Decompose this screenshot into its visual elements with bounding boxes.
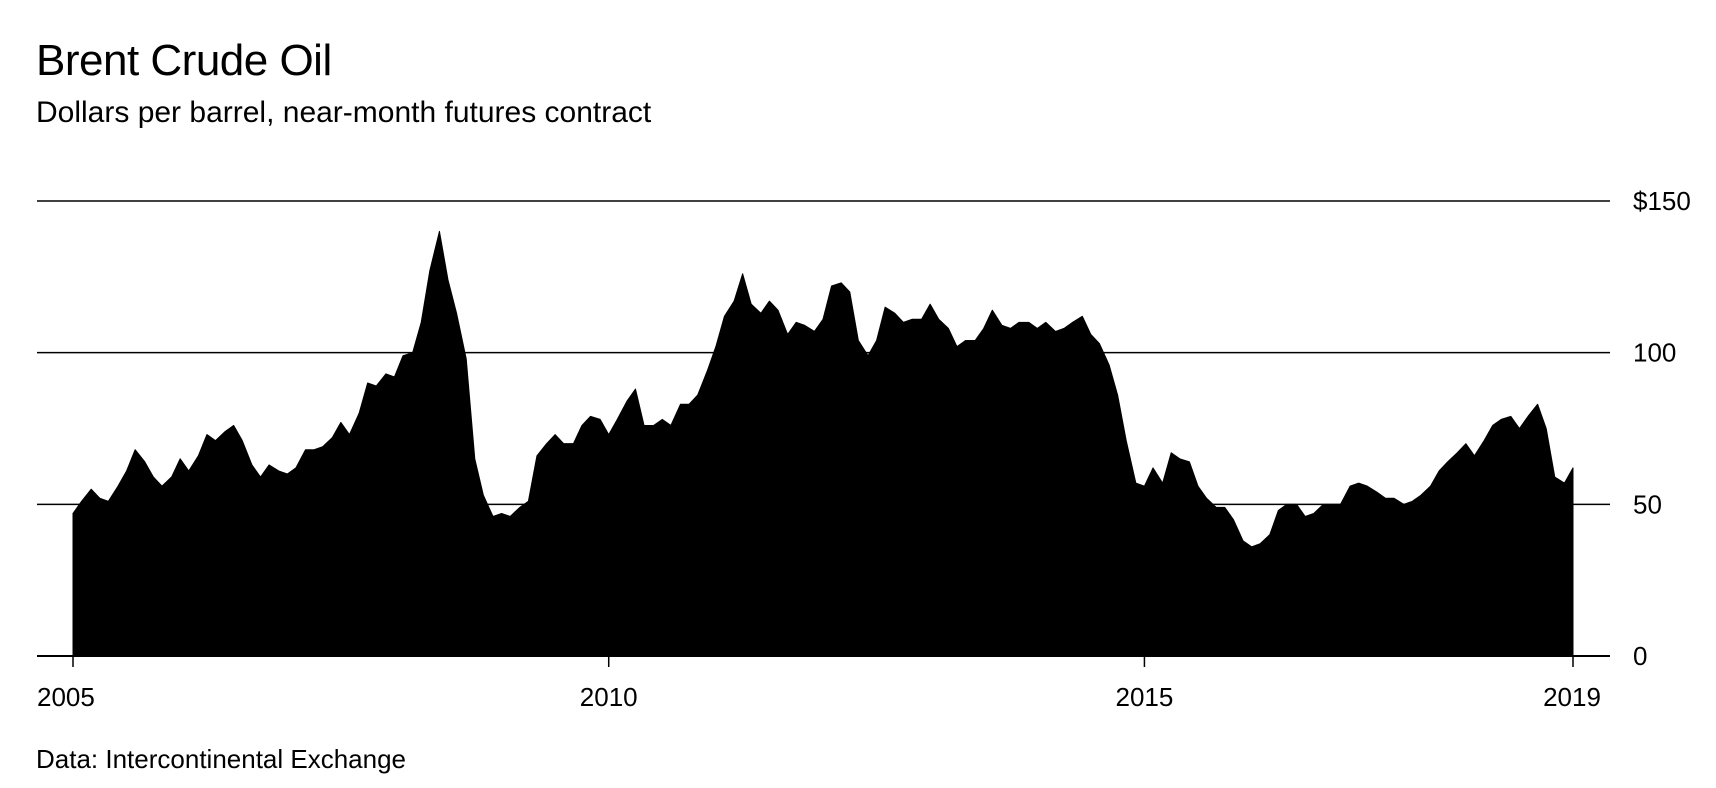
- y-tick-label: $150: [1633, 186, 1691, 216]
- x-tick-label: 2005: [37, 682, 95, 712]
- x-tick-label: 2015: [1116, 682, 1174, 712]
- chart-title: Brent Crude Oil: [36, 36, 332, 85]
- chart-subtitle: Dollars per barrel, near-month futures c…: [36, 96, 652, 129]
- y-tick-label: 50: [1633, 489, 1662, 519]
- area-layer: [72, 230, 1574, 657]
- axis-layer: 0 50 100 $150 2005 2010 2015 2019: [37, 186, 1691, 712]
- x-tick-label: 2019: [1543, 682, 1601, 712]
- data-source-note: Data: Intercontinental Exchange: [36, 744, 407, 774]
- area-series-0: [72, 230, 1574, 657]
- y-tick-label: 100: [1633, 338, 1676, 368]
- y-tick-label: 0: [1633, 641, 1647, 671]
- x-tick-label: 2010: [580, 682, 638, 712]
